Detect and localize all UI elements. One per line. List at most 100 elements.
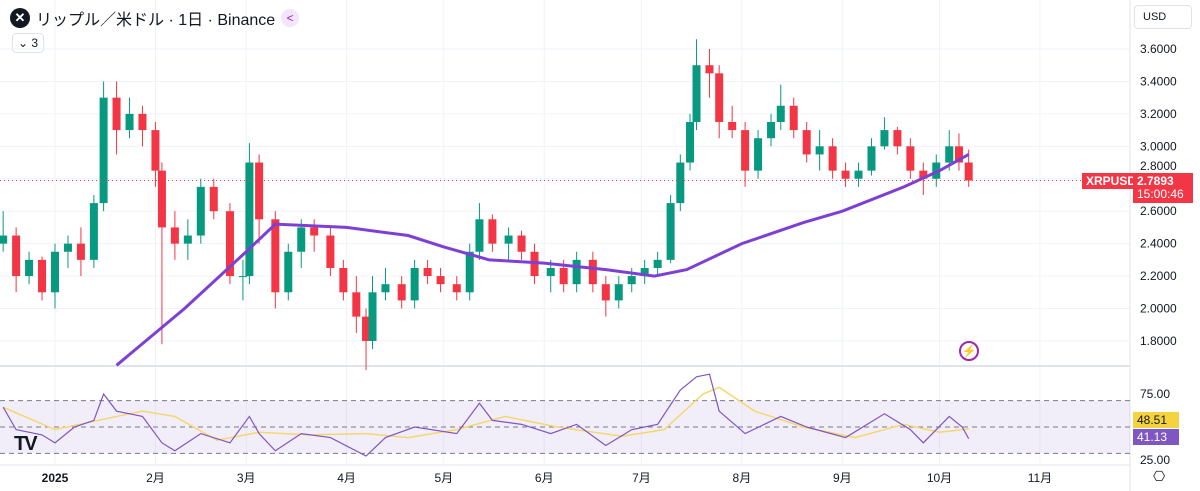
candle-body xyxy=(238,276,247,278)
candle-body xyxy=(880,130,889,147)
candle-body xyxy=(728,121,737,131)
candle-body xyxy=(741,130,750,171)
gear-icon[interactable]: ⎔ xyxy=(1153,468,1166,484)
candle-body xyxy=(601,284,610,301)
x-tick-label: 5月 xyxy=(434,471,453,485)
candle-body xyxy=(802,130,811,155)
indicators-collapse-button[interactable]: ⌄ 3 xyxy=(12,33,45,53)
x-tick-label: 9月 xyxy=(833,471,852,485)
candle-body xyxy=(12,235,21,277)
candle-body xyxy=(867,146,876,171)
candle-body xyxy=(767,121,776,139)
candle-body xyxy=(352,292,361,317)
y-tick-label: 2.8000 xyxy=(1140,159,1177,173)
candle-body xyxy=(381,284,390,293)
candle-body xyxy=(25,259,34,277)
candle-body xyxy=(828,146,837,171)
candle-body xyxy=(125,113,134,131)
y-tick-label: 2.4000 xyxy=(1140,237,1177,251)
candle-body xyxy=(63,243,72,252)
candle-body xyxy=(138,113,147,131)
candle-body xyxy=(754,138,763,171)
candle-body xyxy=(964,162,973,181)
share-icon[interactable]: < xyxy=(281,9,300,27)
y-tick-label: 2.6000 xyxy=(1140,204,1177,218)
x-tick-label: 11月 xyxy=(1028,471,1052,485)
y-tick-label: 2.0000 xyxy=(1140,302,1177,316)
rsi-value-tag: 41.13 xyxy=(1133,429,1179,445)
candle-body xyxy=(517,235,526,252)
candle-body xyxy=(666,203,675,260)
currency-button[interactable]: USD xyxy=(1134,5,1192,29)
candle-body xyxy=(255,162,264,220)
candle-body xyxy=(183,235,192,244)
x-tick-label: 8月 xyxy=(733,471,752,485)
candle-body xyxy=(686,121,695,163)
y-tick-label: 2.2000 xyxy=(1140,269,1177,283)
candle-body xyxy=(436,276,445,285)
candle-body xyxy=(157,170,166,228)
candle-body xyxy=(546,267,555,277)
candle-body xyxy=(906,146,915,171)
lightning-icon[interactable]: ⚡ xyxy=(959,341,979,361)
candle-body xyxy=(465,251,474,293)
x-tick-label: 3月 xyxy=(237,471,256,485)
candle-body xyxy=(0,235,8,244)
candle-body xyxy=(488,219,497,244)
candle-body xyxy=(112,97,121,131)
candle-body xyxy=(310,227,319,236)
x-tick-label: 2025 xyxy=(42,471,69,485)
y-tick-label: 3.0000 xyxy=(1140,139,1177,153)
candle-body xyxy=(815,146,824,155)
symbol-title[interactable]: リップル／米ドル · 1日 · Binance xyxy=(36,12,276,29)
symbol-price-tag: XRPUSD xyxy=(1082,173,1141,189)
y-tick-label: 3.6000 xyxy=(1140,42,1177,56)
candle-body xyxy=(368,292,377,341)
candle-body xyxy=(653,259,662,268)
y-tick-label: 3.2000 xyxy=(1140,107,1177,121)
candle-body xyxy=(397,284,406,301)
rsi-tick-label: 75.00 xyxy=(1140,387,1170,401)
candle-body xyxy=(99,97,108,204)
rsi-tick-label: 25.00 xyxy=(1140,453,1170,467)
x-tick-label: 7月 xyxy=(632,471,651,485)
candle-body xyxy=(209,186,218,212)
candle-body xyxy=(715,73,724,122)
candle-body xyxy=(776,105,785,122)
candle-body xyxy=(362,316,371,341)
candle-body xyxy=(225,211,234,277)
y-tick-label: 3.4000 xyxy=(1140,74,1177,88)
candle-body xyxy=(614,284,623,301)
candle-body xyxy=(692,65,701,122)
x-tick-label: 2月 xyxy=(146,471,165,485)
candle-body xyxy=(38,259,47,293)
candle-body xyxy=(76,243,85,260)
last-price: 2.7893 xyxy=(1137,174,1174,188)
xrp-icon: ✕ xyxy=(10,8,30,28)
rsi-ma-value-tag: 48.51 xyxy=(1133,412,1179,428)
candle-body xyxy=(271,219,280,293)
candle-body xyxy=(339,267,348,293)
candle-body xyxy=(245,162,254,277)
candle-body xyxy=(954,146,963,163)
bar-countdown: 15:00:46 xyxy=(1137,187,1184,201)
candle-body xyxy=(89,203,98,260)
candle-body xyxy=(919,170,928,179)
candle-body xyxy=(705,65,714,74)
candle-body xyxy=(572,259,581,285)
candle-body xyxy=(297,227,306,252)
candle-body xyxy=(151,130,160,171)
candle-body xyxy=(196,186,205,236)
candle-body xyxy=(423,267,432,277)
x-tick-label: 10月 xyxy=(927,471,952,485)
last-price-tag: 2.7893 15:00:46 xyxy=(1133,173,1193,203)
x-tick-label: 4月 xyxy=(337,471,356,485)
indicator-count: 3 xyxy=(31,36,39,50)
rsi-line xyxy=(2,373,970,457)
candle-body xyxy=(504,235,513,244)
moving-average-line xyxy=(115,153,970,367)
candle-body xyxy=(410,267,419,301)
candle-body xyxy=(789,105,798,131)
tradingview-logo: TV xyxy=(14,433,38,455)
